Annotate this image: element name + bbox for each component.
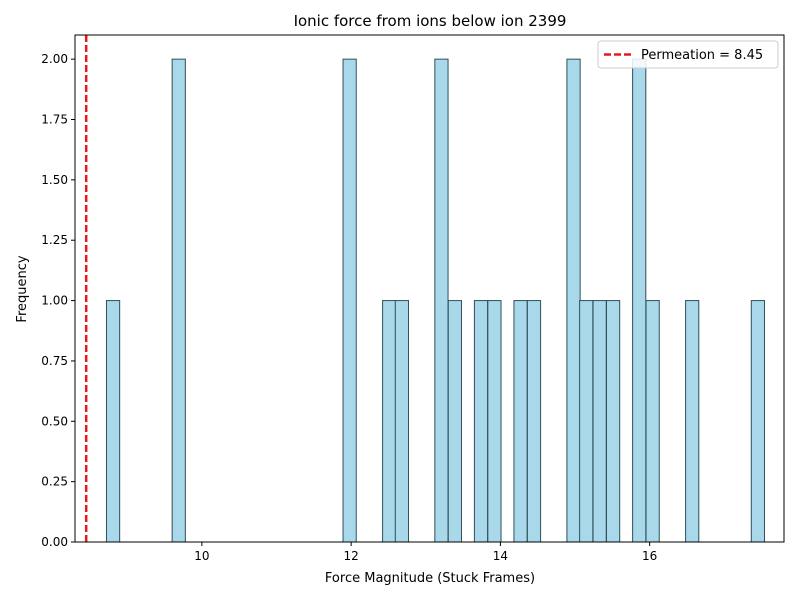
y-tick-label: 1.75	[41, 113, 68, 127]
y-tick-label: 1.25	[41, 233, 68, 247]
y-tick-label: 0.25	[41, 475, 68, 489]
y-tick-label: 0.75	[41, 354, 68, 368]
x-tick-label: 14	[493, 549, 508, 563]
histogram-bar	[605, 300, 621, 543]
histogram-bar	[632, 58, 647, 543]
histogram-bar	[105, 300, 121, 543]
histogram-bar	[394, 300, 409, 543]
y-tick-label: 0.00	[41, 535, 68, 549]
y-tick-label: 0.50	[41, 414, 68, 428]
histogram-bar	[382, 300, 397, 543]
y-tick-label: 1.50	[41, 173, 68, 187]
legend: Permeation = 8.45	[597, 40, 779, 69]
bars-group	[105, 58, 765, 543]
histogram-bar	[685, 300, 700, 543]
x-axis-label: Force Magnitude (Stuck Frames)	[325, 571, 535, 586]
histogram-bar	[473, 300, 489, 543]
x-tick-label: 10	[194, 549, 209, 563]
y-tick-label: 2.00	[41, 52, 68, 66]
histogram-bar	[171, 58, 186, 543]
histogram-bar	[434, 58, 449, 543]
histogram-bar	[342, 58, 357, 543]
y-axis: 0.00 0.25 0.50 0.75 1.00 1.25 1.50 1.75 2.00	[41, 52, 75, 549]
histogram-bar	[592, 300, 607, 543]
x-tick-label: 12	[343, 549, 358, 563]
y-tick-label: 1.00	[41, 294, 68, 308]
histogram-bar	[487, 300, 502, 543]
x-axis: 10 12 14 16	[194, 542, 657, 563]
histogram-bar	[645, 300, 660, 543]
plot-frame	[74, 34, 785, 543]
legend-threshold-label: Permeation = 8.45	[641, 48, 763, 63]
chart-title: Ionic force from ions below ion 2399	[294, 12, 567, 30]
histogram-bar	[513, 300, 528, 543]
x-tick-label: 16	[642, 549, 657, 563]
legend-box	[597, 40, 779, 69]
histogram-bar	[526, 300, 542, 543]
histogram-bar	[447, 300, 462, 543]
histogram-bar	[579, 300, 594, 543]
y-axis-label: Frequency	[15, 255, 30, 322]
histogram-bar	[750, 300, 765, 543]
histogram-bar	[566, 58, 581, 543]
